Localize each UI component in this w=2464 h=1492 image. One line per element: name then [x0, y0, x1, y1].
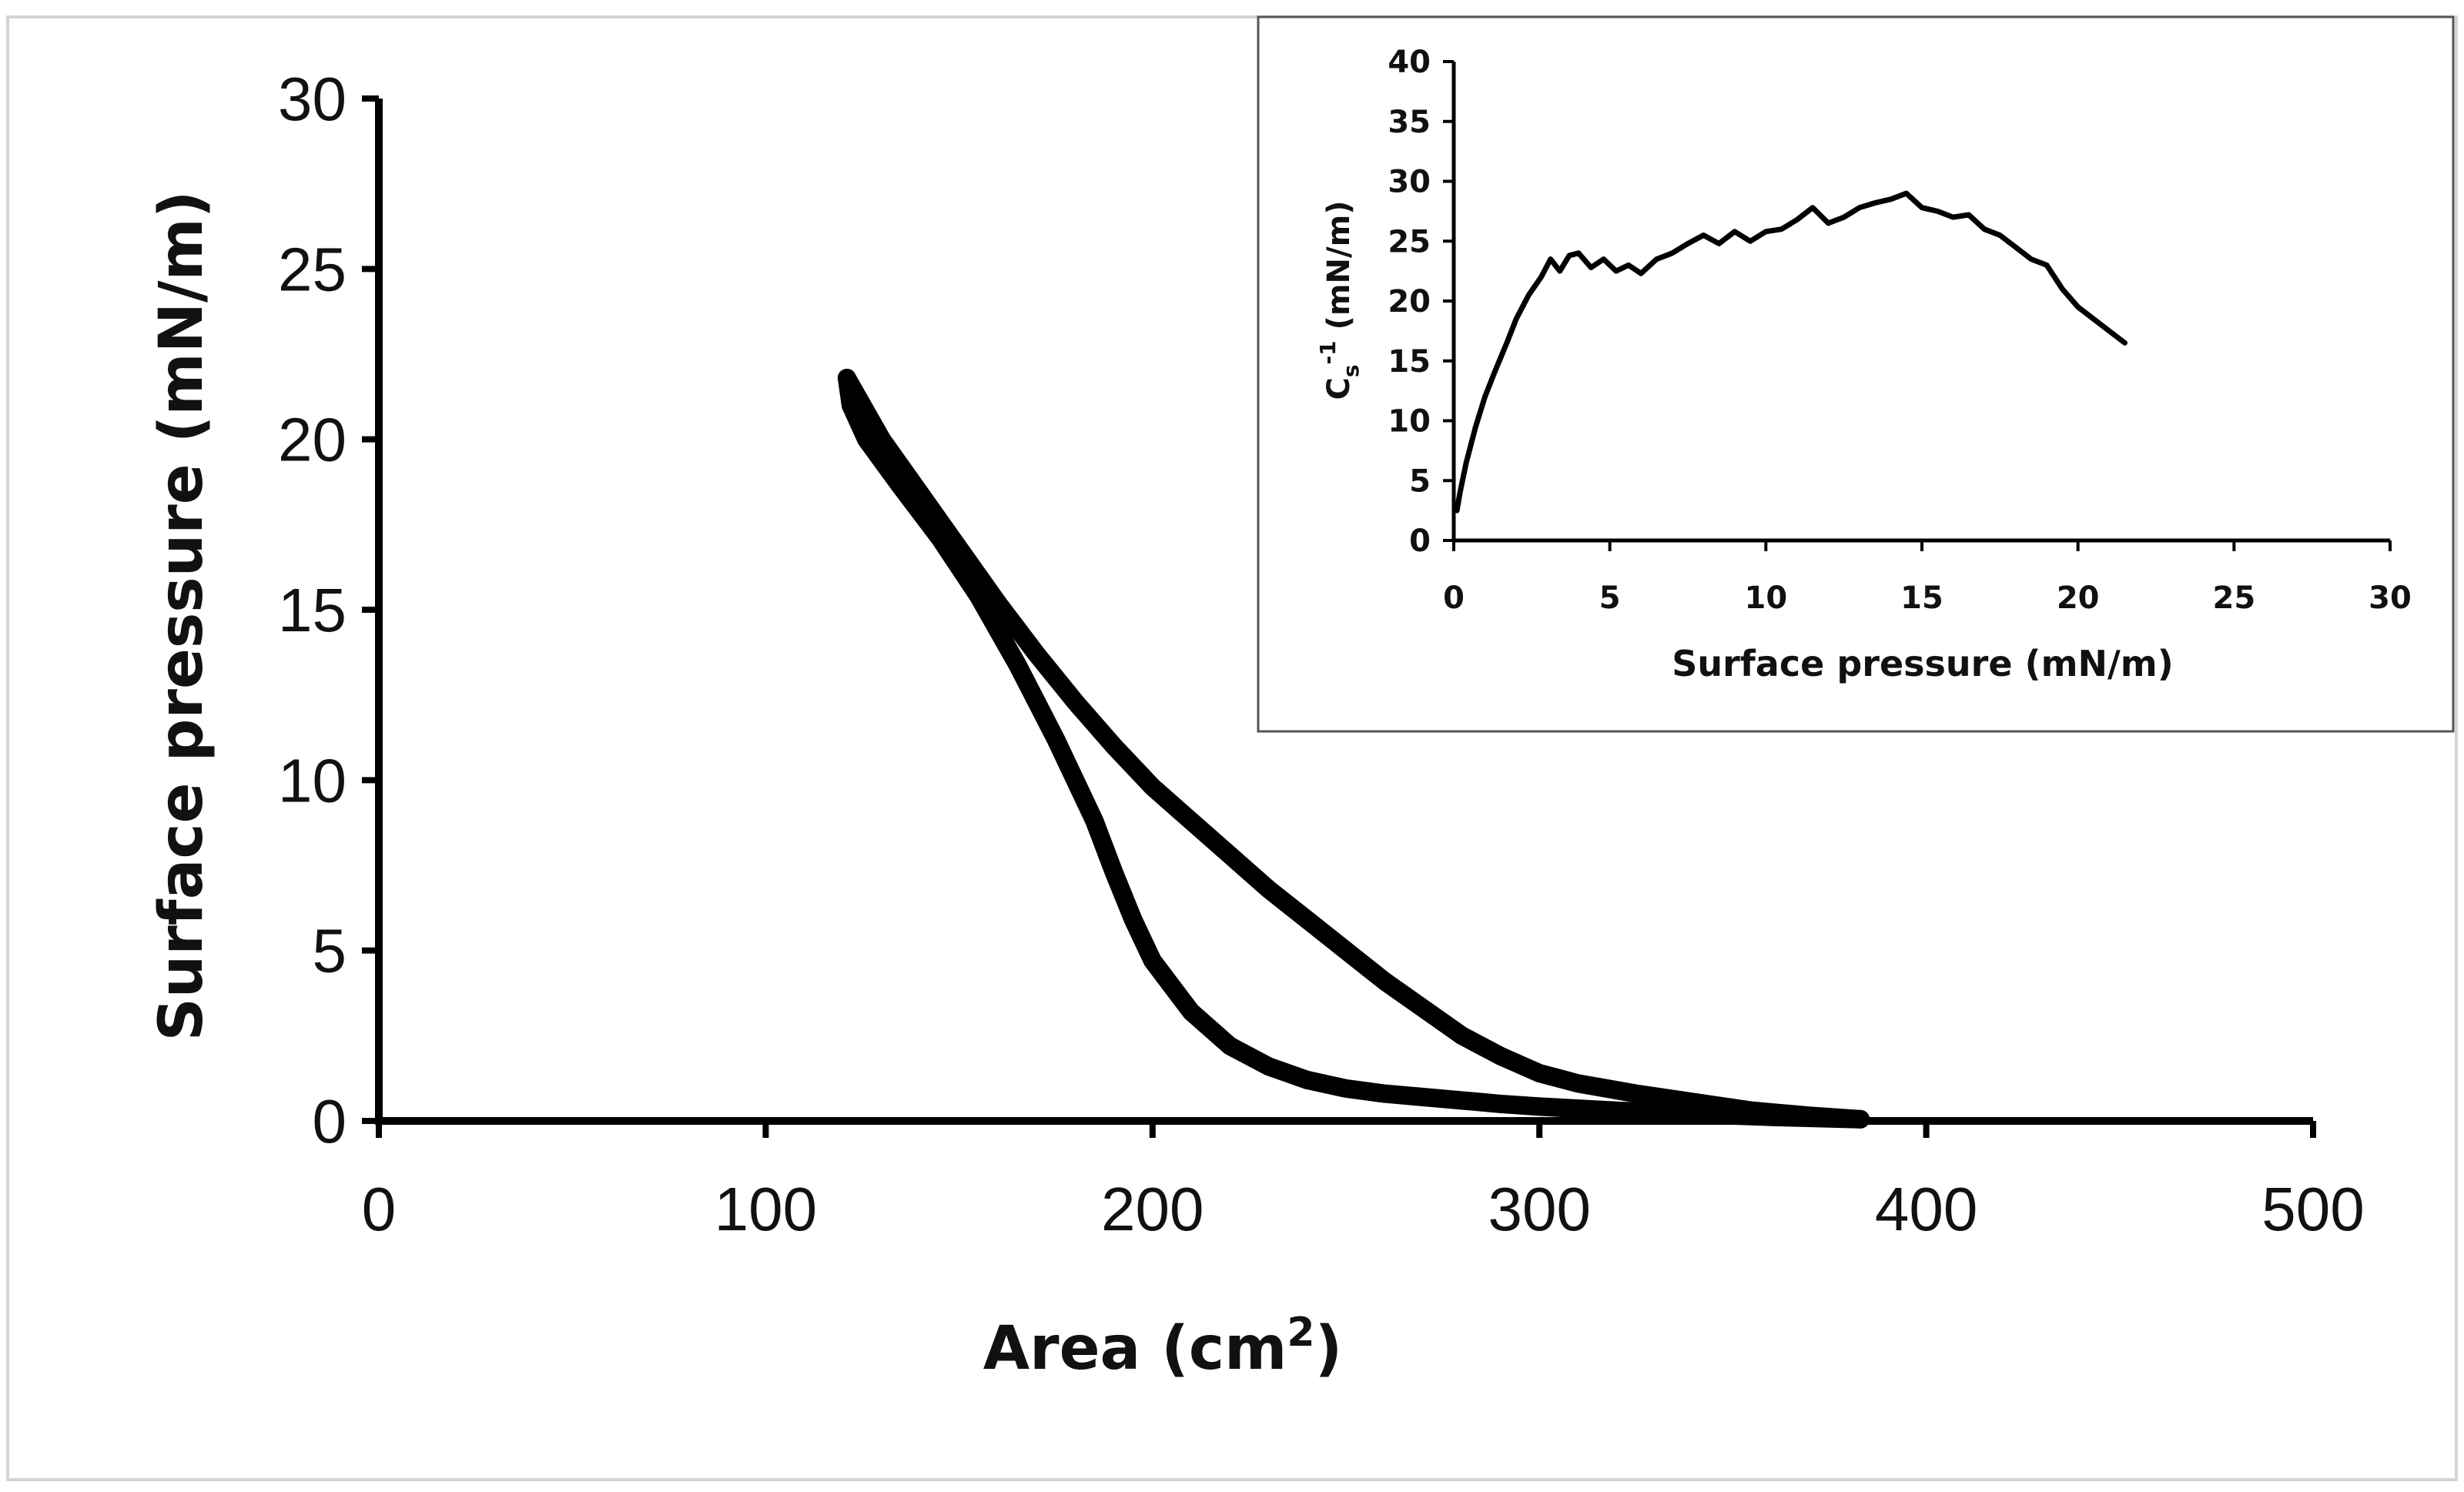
main-y-tick-label: 20	[278, 406, 346, 474]
main-x-tick-labels: 0 100 200 300 400 500	[362, 1175, 2365, 1243]
main-axes	[362, 95, 2316, 1138]
main-series-group	[837, 369, 1870, 1129]
inset-y-axis-label: Cs-1 (mN/m)	[1315, 200, 1364, 400]
inset-y-tick-label: 5	[1409, 463, 1431, 499]
inset-y-tick-label: 35	[1388, 105, 1431, 140]
main-series-line-expansion	[837, 369, 1870, 1129]
main-x-tick-label: 200	[1101, 1175, 1204, 1243]
inset-x-tick-labels: 0 5 10 15 20 25 30	[1443, 580, 2412, 616]
main-y-tick-label: 5	[313, 917, 347, 985]
main-x-tick-label: 500	[2261, 1175, 2364, 1243]
inset-series-group	[1454, 190, 2128, 514]
inset-x-tick-label: 15	[1900, 580, 1943, 616]
inset-axes	[1443, 60, 2392, 551]
main-series-line-compression	[837, 369, 1870, 1129]
inset-y-tick-label: 20	[1388, 284, 1431, 319]
main-y-tick-label: 25	[278, 235, 346, 303]
inset-x-axis-label: Surface pressure (mN/m)	[1672, 643, 2174, 684]
inset-x-tick-label: 25	[2212, 580, 2255, 616]
main-y-tick-label: 0	[313, 1087, 347, 1156]
main-y-tick-label: 30	[278, 65, 346, 133]
inset-y-tick-label: 25	[1388, 224, 1431, 259]
main-x-tick-label: 300	[1488, 1175, 1590, 1243]
inset-y-tick-labels: 0 5 10 15 20 25 30 35 40	[1388, 45, 1431, 559]
inset-series-line	[1454, 190, 2128, 514]
main-y-tick-label: 15	[278, 576, 346, 644]
inset-x-tick-label: 10	[1744, 580, 1787, 616]
main-y-tick-labels: 0 5 10 15 20 25 30	[278, 65, 346, 1156]
inset-y-tick-label: 15	[1388, 344, 1431, 380]
main-x-axis-label: Area (cm2)	[983, 1310, 1343, 1383]
main-x-tick-label: 100	[715, 1175, 817, 1243]
inset-y-tick-label: 10	[1388, 404, 1431, 440]
inset-x-tick-label: 20	[2057, 580, 2100, 616]
main-y-tick-label: 10	[278, 746, 346, 815]
inset-border	[1257, 15, 2455, 733]
inset-x-tick-label: 5	[1599, 580, 1621, 616]
inset-x-tick-label: 30	[2369, 580, 2412, 616]
main-x-tick-label: 0	[362, 1175, 397, 1243]
inset-x-tick-label: 0	[1443, 580, 1465, 616]
inset-y-tick-label: 30	[1388, 165, 1431, 200]
inset-chart: 0 5 10 15 20 25 30 35 40 0 5 10 15 20 25 30 Surface pr…	[1257, 15, 2455, 733]
inset-y-tick-label: 40	[1388, 45, 1431, 80]
main-x-tick-label: 400	[1875, 1175, 1977, 1243]
inset-y-tick-label: 0	[1409, 524, 1431, 559]
main-y-axis-label: Surface pressure (mN/m)	[147, 191, 216, 1042]
